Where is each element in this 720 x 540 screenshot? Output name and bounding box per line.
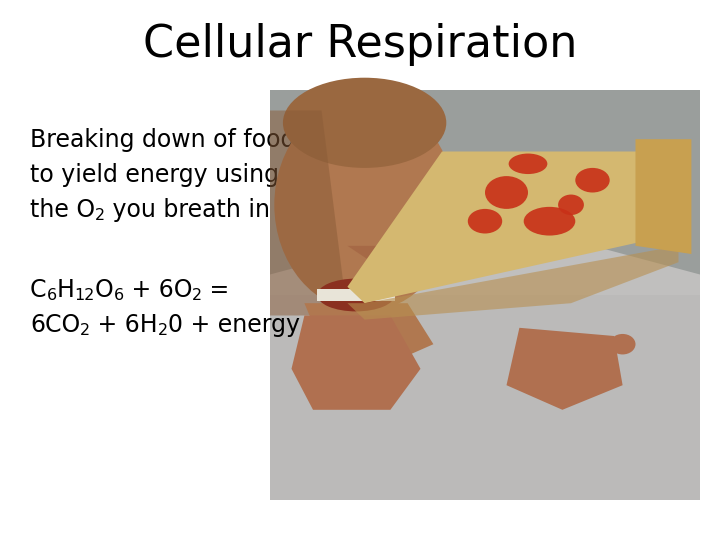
Text: 2: 2 xyxy=(95,208,105,224)
Polygon shape xyxy=(270,233,700,500)
Text: to yield energy using: to yield energy using xyxy=(30,163,279,187)
Ellipse shape xyxy=(283,78,446,168)
Text: Cellular Respiration: Cellular Respiration xyxy=(143,24,577,66)
Text: + 6H: + 6H xyxy=(91,313,158,337)
Text: H: H xyxy=(57,278,74,302)
Text: the O: the O xyxy=(30,198,95,222)
Polygon shape xyxy=(347,246,408,274)
Ellipse shape xyxy=(508,153,547,174)
Text: 6: 6 xyxy=(114,288,124,303)
Text: 2: 2 xyxy=(192,288,202,303)
Polygon shape xyxy=(636,139,691,254)
Bar xyxy=(270,90,700,500)
Polygon shape xyxy=(506,328,623,410)
Text: 0 + energy: 0 + energy xyxy=(168,313,300,337)
Ellipse shape xyxy=(575,168,610,192)
Ellipse shape xyxy=(485,176,528,209)
Polygon shape xyxy=(305,303,433,369)
Text: 2: 2 xyxy=(80,323,91,339)
Text: + 6O: + 6O xyxy=(124,278,192,302)
Polygon shape xyxy=(347,152,678,303)
Text: you breath in: you breath in xyxy=(105,198,270,222)
Ellipse shape xyxy=(274,98,455,312)
Ellipse shape xyxy=(523,207,575,235)
Ellipse shape xyxy=(610,334,636,354)
Ellipse shape xyxy=(318,279,395,312)
Polygon shape xyxy=(270,111,347,315)
Text: 6CO: 6CO xyxy=(30,313,80,337)
Text: Breaking down of food: Breaking down of food xyxy=(30,128,295,152)
Text: 6: 6 xyxy=(47,288,57,303)
Ellipse shape xyxy=(558,194,584,215)
Text: 2: 2 xyxy=(158,323,168,339)
Polygon shape xyxy=(347,246,678,320)
Text: =: = xyxy=(202,278,230,302)
Text: O: O xyxy=(95,278,114,302)
Bar xyxy=(318,289,395,301)
Polygon shape xyxy=(292,315,420,410)
Text: 12: 12 xyxy=(74,288,95,303)
Text: C: C xyxy=(30,278,47,302)
Bar xyxy=(270,295,700,500)
Ellipse shape xyxy=(468,209,503,233)
